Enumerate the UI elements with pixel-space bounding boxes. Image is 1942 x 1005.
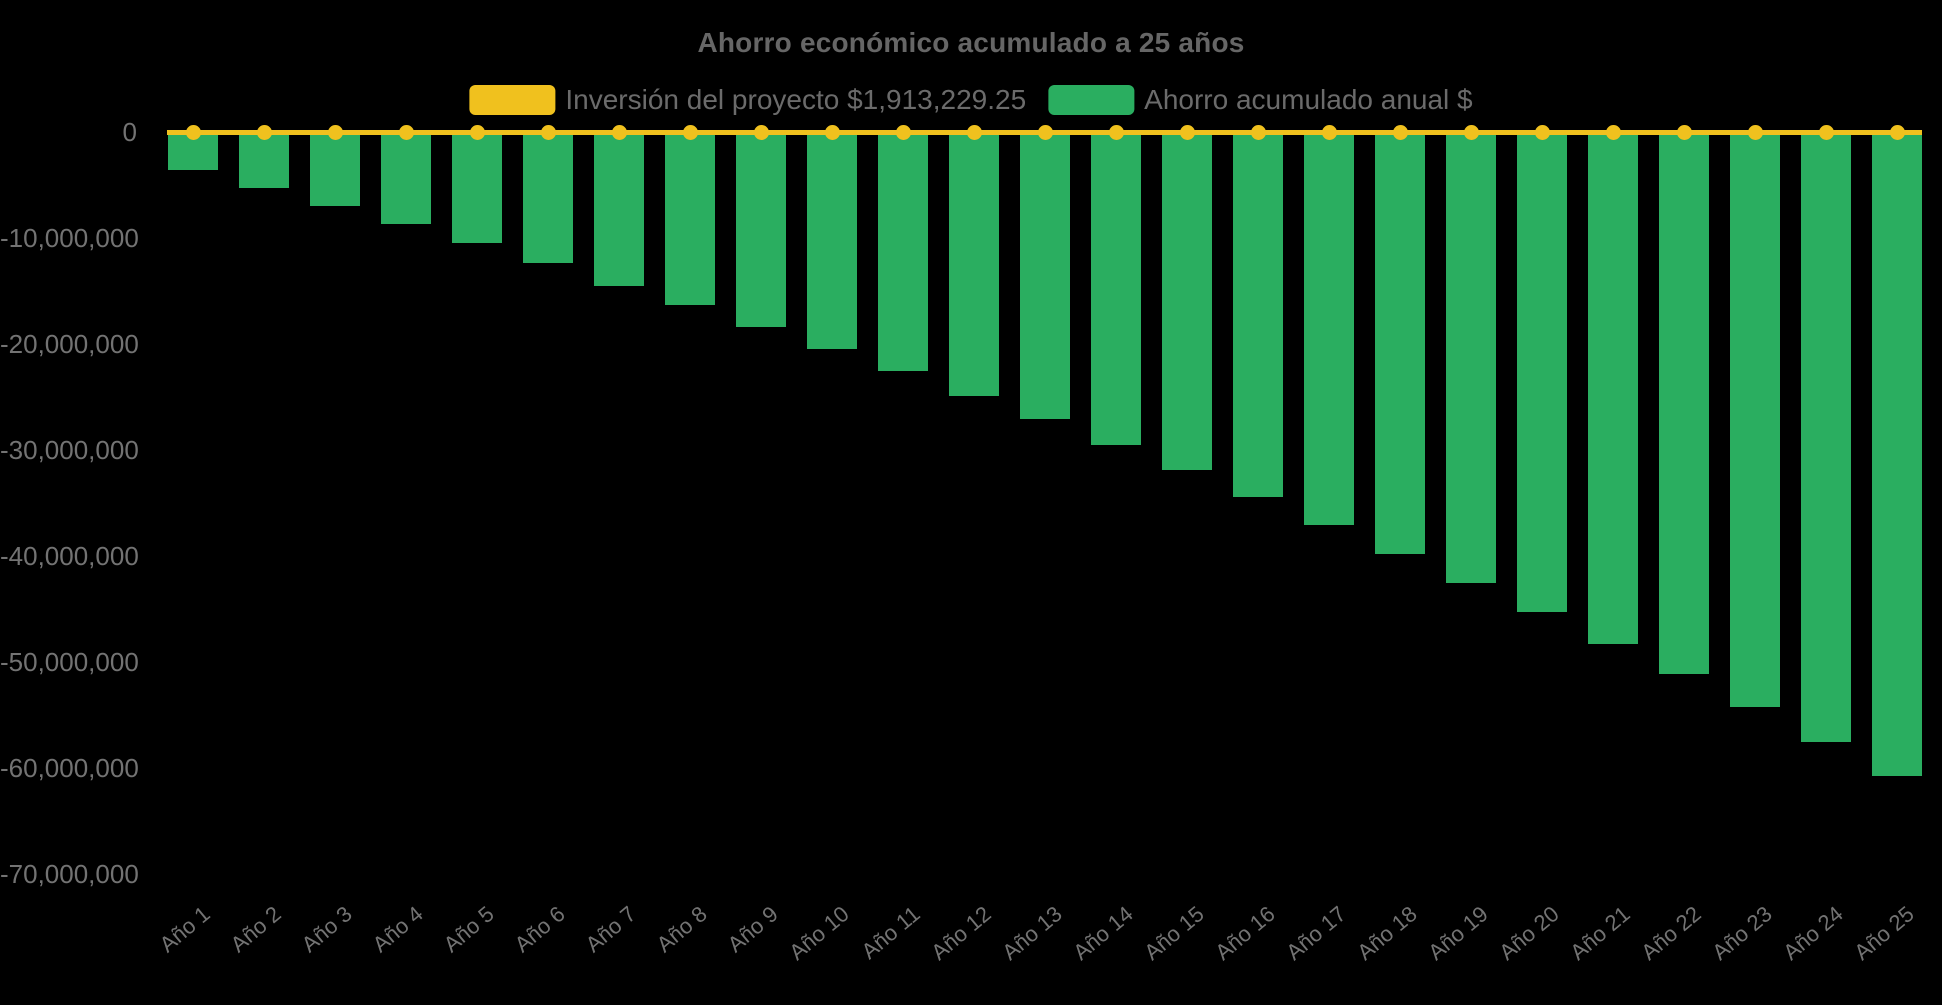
investment-line-dot-icon[interactable] (327, 124, 343, 140)
bar-ano-9[interactable] (736, 132, 786, 327)
investment-line-dot-icon[interactable] (540, 124, 556, 140)
bar-ano-10[interactable] (807, 132, 857, 350)
investment-line-dot-icon[interactable] (1179, 124, 1195, 140)
bar-ano-14[interactable] (1091, 132, 1141, 446)
y-axis-label: -70,000,000 (0, 858, 139, 889)
investment-line-dot-icon[interactable] (1037, 124, 1053, 140)
investment-line-dot-icon[interactable] (1747, 124, 1763, 140)
investment-line-dot-icon[interactable] (1321, 124, 1337, 140)
bar-ano-19[interactable] (1446, 132, 1496, 583)
investment-line-dot-icon[interactable] (1250, 124, 1266, 140)
legend-label-investment: Inversión del proyecto $1,913,229.25 (565, 84, 1027, 115)
y-axis-label: 0 (122, 117, 137, 147)
investment-line-dot-icon[interactable] (256, 124, 272, 140)
legend-swatch-investment-icon (469, 85, 556, 115)
investment-line-dot-icon[interactable] (1889, 124, 1905, 140)
legend-item-savings[interactable]: Ahorro acumulado anual $ (1048, 84, 1473, 116)
bar-ano-24[interactable] (1801, 132, 1851, 742)
y-axis-label: -20,000,000 (0, 328, 139, 359)
bar-ano-5[interactable] (452, 132, 502, 243)
investment-line-dot-icon[interactable] (1818, 124, 1834, 140)
investment-line-dot-icon[interactable] (398, 124, 414, 140)
bar-ano-16[interactable] (1233, 132, 1283, 498)
y-axis-label: -40,000,000 (0, 540, 139, 571)
bar-ano-21[interactable] (1588, 132, 1638, 644)
legend-label-savings: Ahorro acumulado anual $ (1144, 84, 1473, 115)
investment-line-dot-icon[interactable] (185, 124, 201, 140)
bar-ano-4[interactable] (381, 132, 431, 225)
y-axis-label: -30,000,000 (0, 434, 139, 465)
investment-line-dot-icon[interactable] (1463, 124, 1479, 140)
bar-ano-3[interactable] (310, 132, 360, 207)
bar-ano-18[interactable] (1375, 132, 1425, 555)
investment-line-dot-icon[interactable] (682, 124, 698, 140)
bar-ano-22[interactable] (1659, 132, 1709, 674)
investment-line-dot-icon[interactable] (1392, 124, 1408, 140)
legend-item-investment[interactable]: Inversión del proyecto $1,913,229.25 (469, 84, 1026, 116)
investment-line-dot-icon[interactable] (895, 124, 911, 140)
bar-ano-8[interactable] (665, 132, 715, 306)
investment-line-dot-icon[interactable] (1108, 124, 1124, 140)
investment-line-dot-icon[interactable] (966, 124, 982, 140)
investment-line-dot-icon[interactable] (1605, 124, 1621, 140)
bar-ano-12[interactable] (949, 132, 999, 396)
bar-ano-17[interactable] (1304, 132, 1354, 525)
investment-line-dot-icon[interactable] (611, 124, 627, 140)
bar-ano-13[interactable] (1020, 132, 1070, 420)
bar-ano-2[interactable] (239, 132, 289, 188)
investment-line-dot-icon[interactable] (1534, 124, 1550, 140)
legend-swatch-savings-icon (1048, 85, 1135, 115)
investment-line-dot-icon[interactable] (1676, 124, 1692, 140)
y-axis-label: -60,000,000 (0, 752, 139, 783)
plot-area: 0 -10,000,000 -20,000,000 -30,000,000 -40,00… (0, 117, 1922, 965)
bar-ano-15[interactable] (1162, 132, 1212, 470)
chart-canvas: Ahorro económico acumulado a 25 años Inv… (0, 27, 1922, 965)
investment-line-dot-icon[interactable] (753, 124, 769, 140)
bar-ano-25[interactable] (1872, 132, 1922, 777)
bar-ano-7[interactable] (594, 132, 644, 286)
y-axis-label: -10,000,000 (0, 222, 139, 253)
investment-line-dot-icon[interactable] (824, 124, 840, 140)
investment-line-dot-icon[interactable] (469, 124, 485, 140)
chart-title: Ahorro económico acumulado a 25 años (697, 27, 1245, 58)
y-axis-label: -50,000,000 (0, 646, 139, 677)
bar-ano-20[interactable] (1517, 132, 1567, 613)
bar-ano-23[interactable] (1730, 132, 1780, 708)
bar-ano-6[interactable] (523, 132, 573, 264)
chart-legend: Inversión del proyecto $1,913,229.25 Aho… (469, 84, 1473, 116)
bar-ano-11[interactable] (878, 132, 928, 371)
